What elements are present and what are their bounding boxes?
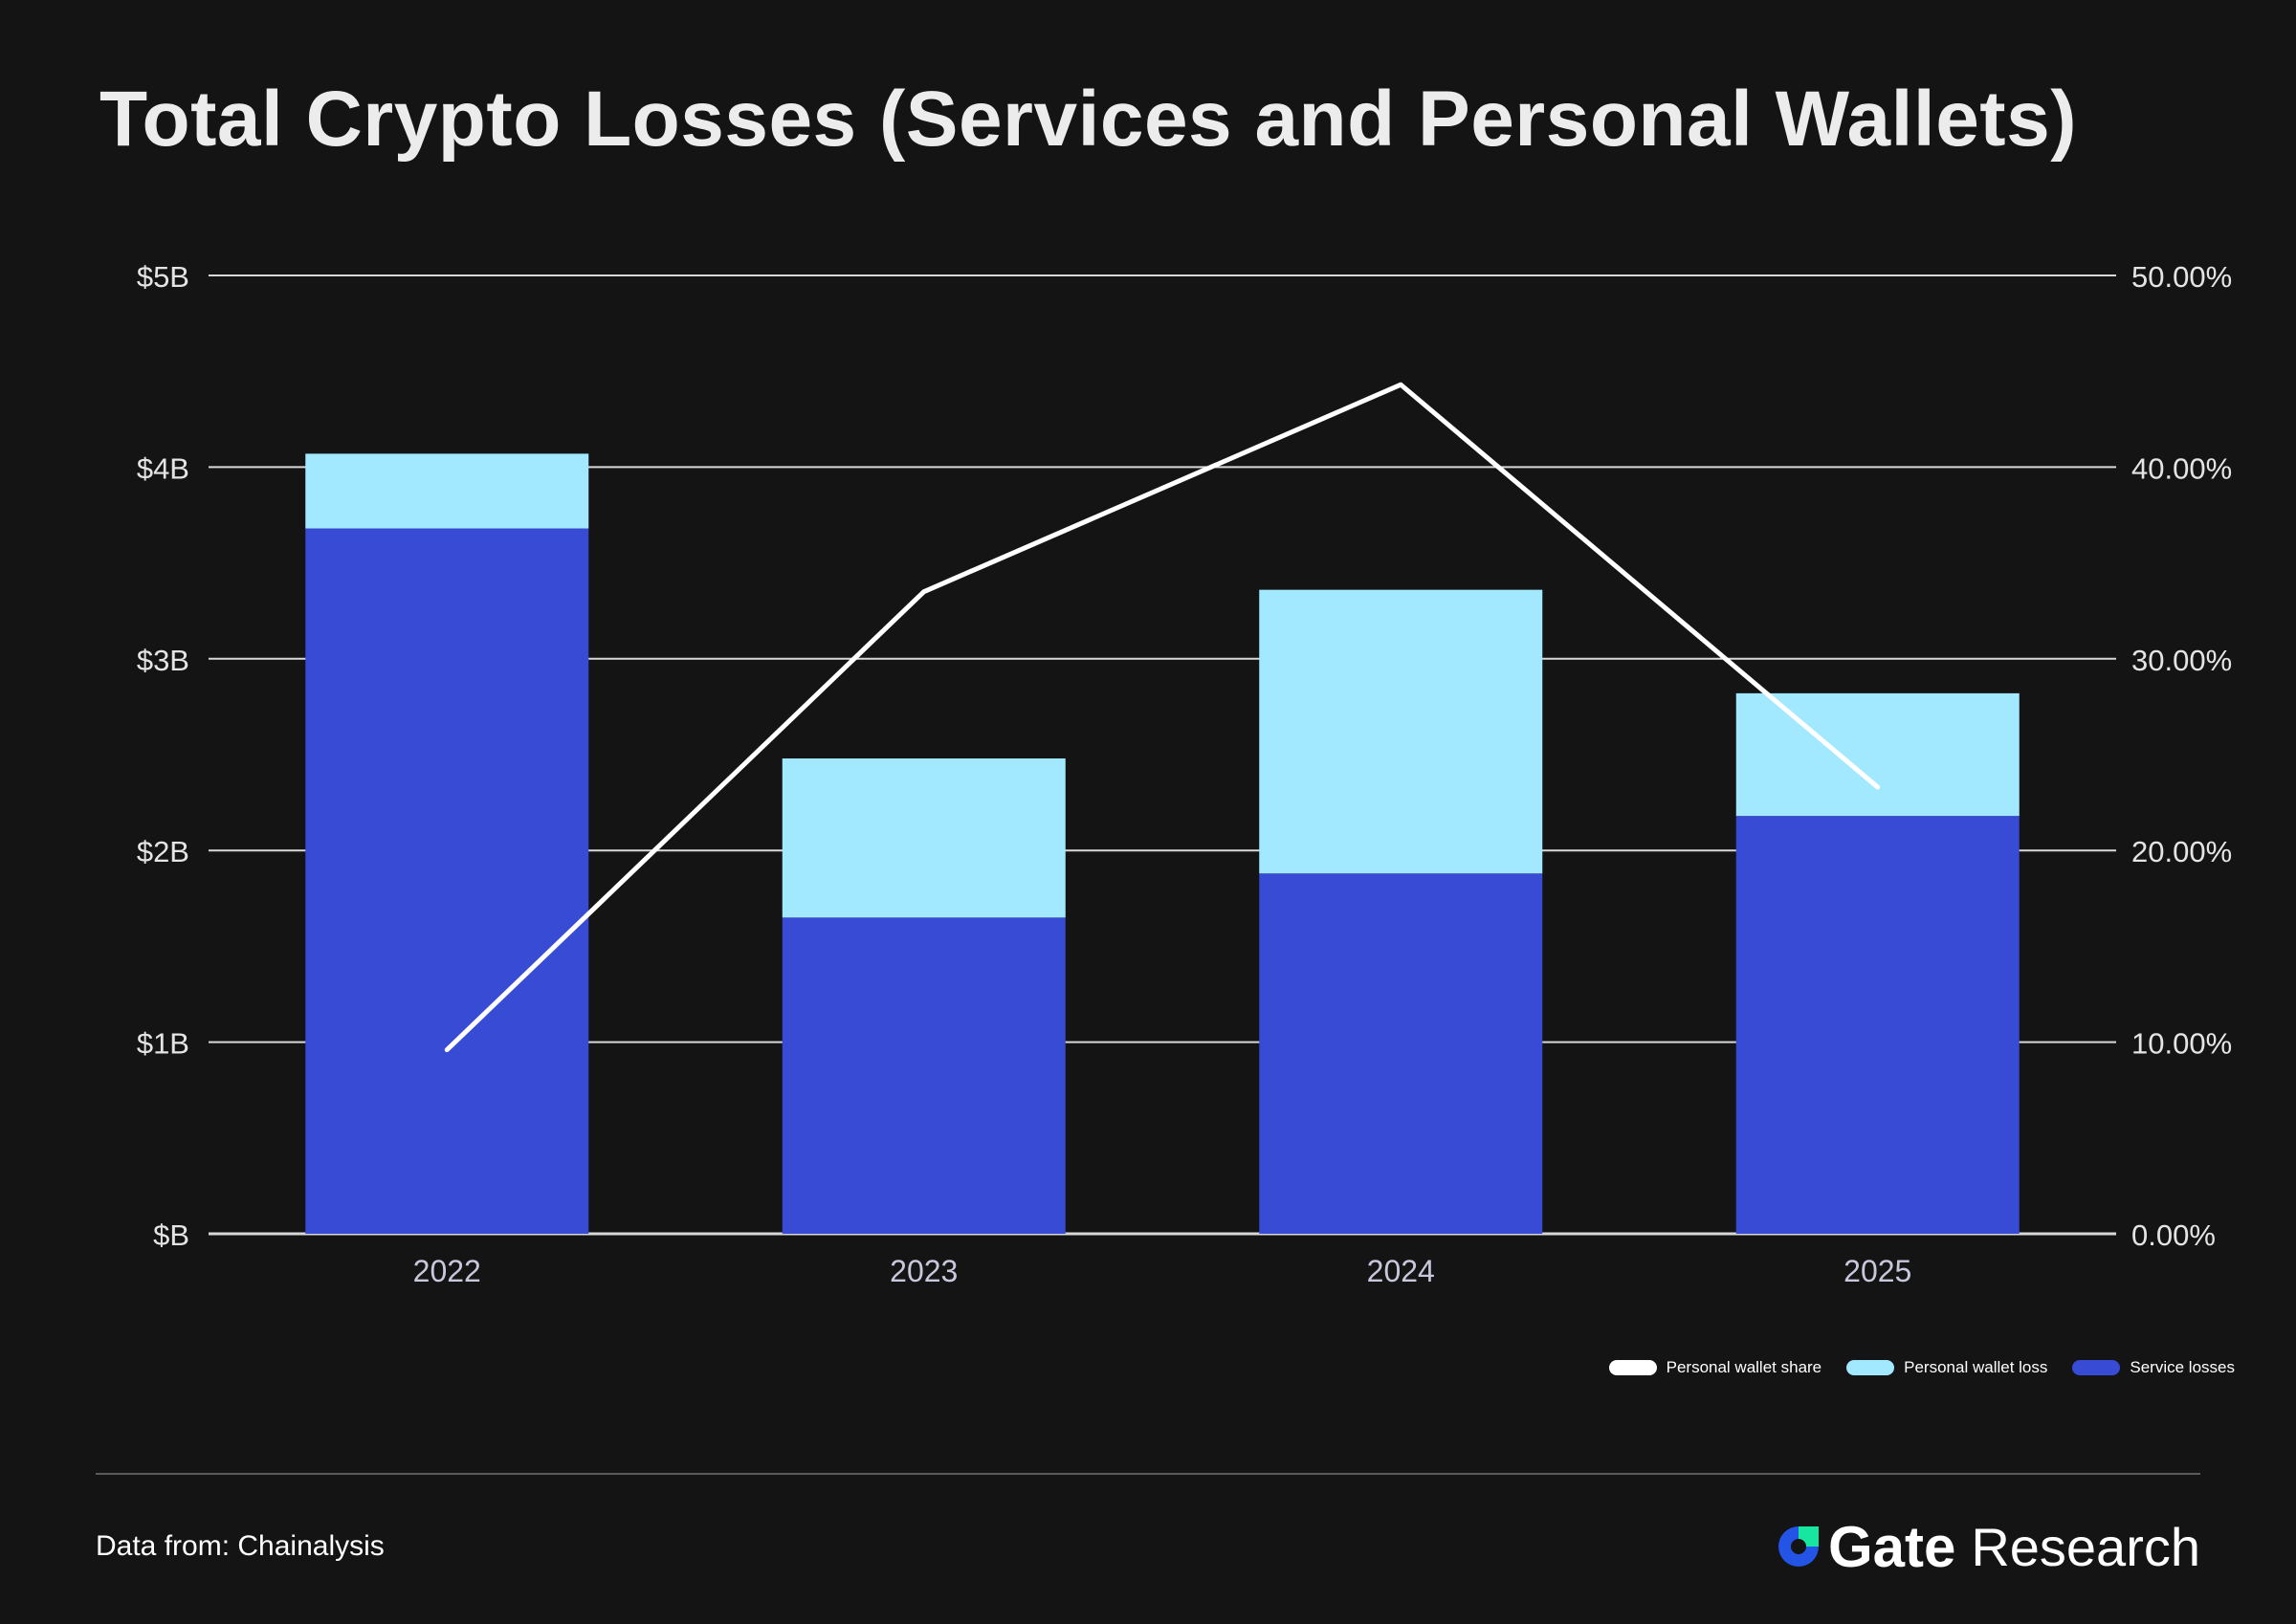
left-tick-label: $2B — [137, 835, 189, 868]
bar-service-losses — [1735, 816, 2020, 1234]
left-tick-label: $B — [153, 1218, 189, 1252]
x-tick-label: 2024 — [1367, 1254, 1435, 1288]
right-tick-label: 40.00% — [2131, 451, 2232, 485]
legend-label-share: Personal wallet share — [1666, 1358, 1822, 1376]
right-tick-label: 50.00% — [2131, 260, 2232, 294]
legend-swatch-share — [1608, 1360, 1657, 1375]
data-source: Data from: Chainalysis — [96, 1530, 385, 1563]
left-tick-label: $5B — [137, 260, 189, 294]
brand: Gate Research — [1775, 1513, 2200, 1580]
right-tick-label: 0.00% — [2131, 1218, 2216, 1252]
legend-label-wallet-loss: Personal wallet loss — [1904, 1358, 2048, 1376]
x-tick-label: 2025 — [1843, 1254, 1911, 1288]
left-tick-label: $4B — [137, 451, 189, 485]
bar-service-losses — [305, 528, 589, 1234]
right-axis: 0.00% 10.00% 20.00% 30.00% 40.00% 50.00% — [2131, 260, 2232, 1252]
bar-personal-wallet-loss — [305, 453, 589, 529]
chart: $B $1B $2B $3B $4B $5B 0.00% 10.00% 20.00% 30.00… — [137, 260, 2232, 1288]
brand-suffix: Research — [1971, 1516, 2200, 1577]
x-tick-label: 2023 — [890, 1254, 958, 1288]
legend-item-service-losses: Service losses — [2072, 1358, 2235, 1377]
chart-title: Total Crypto Losses (Services and Person… — [99, 76, 2078, 163]
legend-label-service-losses: Service losses — [2130, 1358, 2235, 1376]
source-label: Data from: — [96, 1530, 231, 1562]
left-tick-label: $1B — [137, 1027, 189, 1061]
legend-swatch-service-losses — [2072, 1360, 2121, 1375]
brand-name: Gate — [1827, 1514, 1956, 1579]
bar-service-losses — [782, 917, 1066, 1234]
bar-personal-wallet-loss — [1259, 589, 1543, 874]
left-tick-label: $3B — [137, 644, 189, 677]
line-personal-wallet-share — [444, 382, 1881, 1053]
share-line — [444, 382, 1881, 1053]
bar-personal-wallet-loss — [782, 758, 1066, 918]
gate-logo-icon — [1777, 1526, 1819, 1567]
left-axis: $B $1B $2B $3B $4B $5B — [137, 260, 189, 1252]
right-tick-label: 30.00% — [2131, 644, 2232, 677]
bars — [305, 453, 2020, 1234]
legend: Personal wallet share Personal wallet lo… — [1608, 1358, 2235, 1377]
bar-personal-wallet-loss — [1735, 692, 2020, 817]
x-axis: 2022 2023 2024 2025 — [413, 1254, 1912, 1288]
source-value: Chainalysis — [237, 1530, 385, 1562]
legend-item-wallet-loss: Personal wallet loss — [1846, 1358, 2047, 1377]
right-tick-label: 20.00% — [2131, 835, 2232, 868]
bar-service-losses — [1259, 873, 1543, 1234]
footer-divider — [96, 1473, 2200, 1475]
x-tick-label: 2022 — [413, 1254, 481, 1288]
legend-swatch-wallet-loss — [1846, 1360, 1895, 1375]
right-tick-label: 10.00% — [2131, 1027, 2232, 1061]
legend-item-share: Personal wallet share — [1608, 1358, 1822, 1377]
